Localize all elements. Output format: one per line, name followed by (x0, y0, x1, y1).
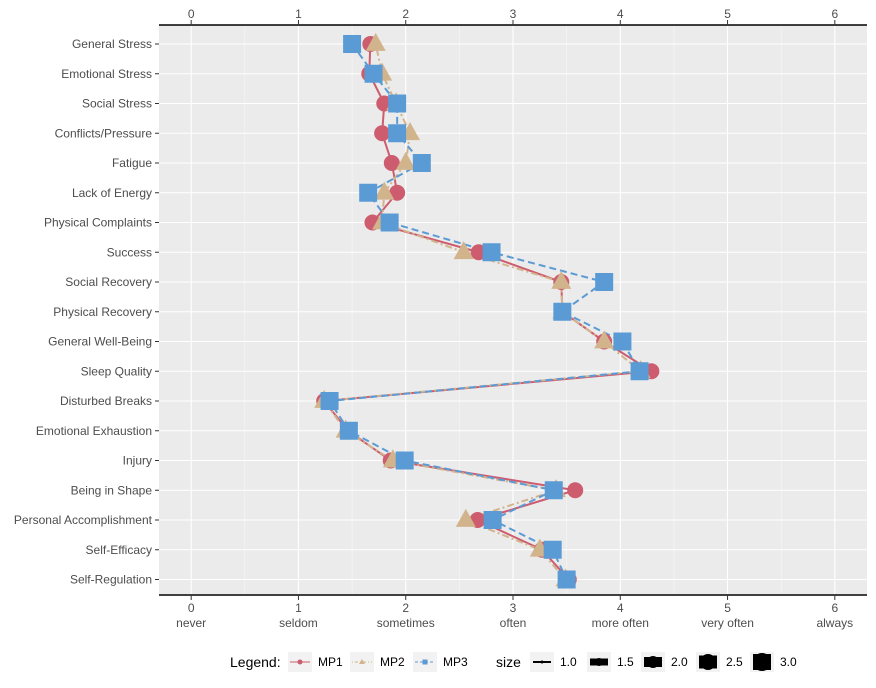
legend-size-key-dot (753, 653, 771, 671)
category-label: Self-Regulation (70, 573, 152, 587)
data-point-mp3 (343, 35, 362, 53)
bottom-tick-number: 3 (510, 601, 517, 615)
data-point-mp3 (388, 94, 407, 113)
category-label: Injury (123, 454, 152, 468)
data-point-mp1 (383, 155, 400, 171)
series-markers-mp3 (320, 35, 649, 589)
legend-size-key-dot (540, 660, 544, 664)
data-point-mp3 (483, 511, 502, 529)
category-label: Self-Efficacy (86, 543, 152, 557)
top-tick-label: 4 (617, 7, 624, 21)
grid (159, 25, 867, 595)
legend-label-mp1: MP1 (318, 655, 343, 669)
top-tick-label: 2 (402, 7, 409, 21)
category-label: Emotional Exhaustion (36, 424, 152, 438)
data-point-mp2 (365, 32, 386, 51)
data-point-mp3 (630, 362, 649, 381)
legend-marker-square (422, 659, 428, 665)
bottom-tick-word: more often (592, 616, 649, 630)
category-label: Conflicts/Pressure (55, 126, 153, 140)
category-label: Sleep Quality (81, 364, 152, 378)
top-tick-label: 1 (295, 7, 302, 21)
data-point-mp1 (389, 184, 406, 201)
data-point-mp2 (455, 508, 476, 527)
top-tick-label: 5 (724, 7, 731, 21)
data-point-mp2 (374, 181, 395, 200)
data-point-mp3 (595, 273, 614, 291)
top-tick-label: 6 (831, 7, 838, 21)
data-point-mp3 (613, 332, 632, 351)
legend: Legend: MP1 MP2 MP3 size 1.0 1.5 2.0 2.5 3.0 (230, 652, 797, 672)
legend-size-label: 2.5 (726, 655, 743, 669)
legend-label-mp3: MP3 (443, 655, 468, 669)
data-point-mp3 (543, 540, 562, 559)
bottom-tick-number: 5 (724, 601, 731, 615)
top-tick-label: 3 (510, 7, 517, 21)
bottom-tick-number: 4 (617, 601, 624, 615)
bottom-tick-word: always (816, 616, 853, 630)
axis-labels: General Stress Emotional Stress Social Str… (14, 7, 853, 630)
bottom-tick-number: 6 (831, 601, 838, 615)
category-label: Lack of Energy (72, 186, 152, 200)
legend-title: Legend: (230, 654, 281, 670)
legend-marker-circle (297, 659, 303, 665)
series-layer (314, 32, 660, 589)
data-point-mp3 (412, 154, 431, 172)
bottom-tick-word: sometimes (377, 616, 435, 630)
data-point-mp3 (557, 570, 576, 589)
legend-label-mp2: MP2 (380, 655, 405, 669)
data-point-mp3 (364, 64, 383, 83)
category-label: Social Stress (82, 97, 152, 111)
legend-size-label: 1.5 (617, 655, 634, 669)
data-point-mp3 (544, 481, 563, 500)
category-label: Disturbed Breaks (60, 394, 152, 408)
legend-size-label: 3.0 (780, 655, 797, 669)
category-label: Social Recovery (65, 275, 152, 289)
category-label: Personal Accomplishment (14, 513, 153, 527)
data-point-mp3 (395, 451, 414, 470)
legend-size-key-dot (700, 654, 716, 670)
category-label: General Stress (72, 37, 152, 51)
legend-size-label: 1.0 (560, 655, 577, 669)
bottom-tick-word: often (500, 616, 527, 630)
data-point-mp2 (594, 330, 615, 349)
category-label: Fatigue (112, 156, 152, 170)
bottom-tick-number: 1 (295, 601, 302, 615)
data-point-mp1 (567, 482, 584, 499)
legend-size-title: size (496, 654, 521, 670)
data-point-mp2 (395, 151, 416, 170)
top-tick-label: 0 (188, 7, 195, 21)
data-point-mp3 (380, 213, 399, 232)
category-label: Physical Complaints (44, 216, 152, 230)
category-label: Success (107, 245, 152, 259)
legend-size-label: 2.0 (671, 655, 688, 669)
data-point-mp1 (374, 125, 391, 142)
data-point-mp2 (551, 270, 572, 289)
legend-size-key-dot (595, 658, 603, 666)
bottom-tick-word: never (176, 616, 206, 630)
data-point-mp3 (339, 421, 358, 440)
legend-size-key-dot (647, 656, 659, 668)
data-point-mp3 (359, 183, 378, 202)
data-point-mp3 (320, 392, 339, 410)
data-point-mp3 (482, 243, 501, 262)
category-label: General Well-Being (48, 335, 152, 349)
bottom-tick-number: 0 (188, 601, 195, 615)
bottom-tick-number: 2 (402, 601, 409, 615)
data-point-mp3 (553, 302, 572, 321)
legend-marker-triangle (359, 659, 365, 664)
data-point-mp2 (453, 241, 474, 260)
bottom-tick-word: very often (701, 616, 754, 630)
data-point-mp3 (388, 124, 407, 143)
bottom-tick-word: seldom (279, 616, 318, 630)
category-label: Physical Recovery (53, 305, 152, 319)
category-label: Being in Shape (71, 483, 153, 497)
category-label: Emotional Stress (61, 67, 152, 81)
